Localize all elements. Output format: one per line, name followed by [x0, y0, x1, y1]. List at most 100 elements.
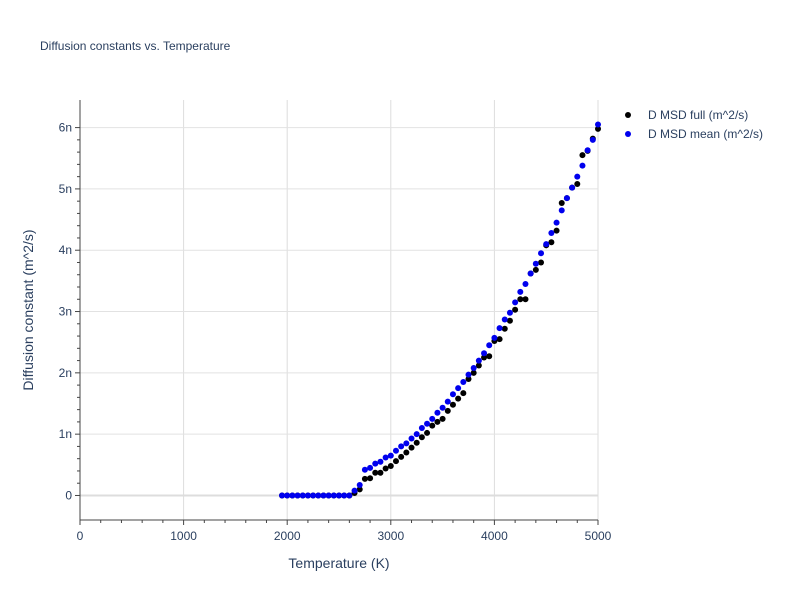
grid [80, 100, 599, 520]
point-series-0-30 [434, 418, 441, 425]
point-series-1-47 [522, 280, 529, 287]
point-series-1-25 [408, 435, 415, 442]
x-tick-label-5: 5000 [585, 529, 612, 543]
point-series-1-56 [569, 184, 576, 191]
point-series-1-58 [579, 162, 586, 169]
point-series-0-18 [372, 469, 379, 476]
point-series-0-35 [460, 390, 467, 397]
series-1 [279, 121, 601, 499]
point-series-1-17 [367, 464, 374, 471]
point-series-0-16 [361, 475, 368, 482]
point-series-1-55 [563, 195, 570, 202]
point-series-1-30 [434, 409, 441, 416]
y-tick-label-5: 5n [59, 182, 72, 196]
y-tick-label-6: 6n [59, 121, 72, 135]
legend[interactable]: D MSD full (m^2/s) D MSD mean (m^2/s) [625, 108, 763, 141]
point-series-0-19 [377, 469, 384, 476]
point-series-0-24 [403, 449, 410, 456]
y-tick-label-4: 4n [59, 243, 72, 257]
point-series-1-0 [279, 492, 286, 499]
point-series-0-43 [501, 325, 508, 332]
point-series-1-60 [589, 136, 596, 143]
legend-item-0[interactable]: D MSD full (m^2/s) [625, 108, 748, 122]
point-series-0-61 [595, 125, 601, 132]
point-series-1-37 [470, 364, 477, 371]
point-series-1-21 [387, 452, 394, 459]
point-series-1-53 [553, 219, 560, 226]
point-series-0-27 [418, 434, 425, 441]
point-series-1-6 [310, 492, 317, 499]
point-series-0-23 [398, 453, 405, 460]
point-series-0-58 [579, 152, 586, 159]
point-series-0-36 [465, 375, 472, 382]
point-series-0-17 [367, 475, 374, 482]
point-series-1-23 [398, 443, 405, 450]
point-series-1-49 [532, 260, 539, 267]
point-series-1-34 [455, 385, 462, 392]
point-series-0-38 [475, 362, 482, 369]
point-series-1-20 [382, 454, 389, 461]
point-series-0-32 [444, 407, 451, 414]
point-series-1-59 [584, 147, 591, 154]
point-series-1-42 [496, 325, 503, 332]
point-series-1-40 [486, 342, 493, 349]
point-series-1-1 [284, 492, 291, 499]
point-series-1-33 [449, 391, 456, 398]
y-tick-label-0: 0 [65, 488, 72, 502]
data-points [279, 121, 601, 499]
point-series-1-39 [481, 350, 488, 357]
point-series-1-38 [475, 357, 482, 364]
point-series-1-3 [294, 492, 301, 499]
point-series-0-54 [558, 200, 565, 207]
point-series-1-45 [512, 299, 519, 306]
point-series-0-25 [408, 444, 415, 451]
point-series-0-26 [413, 439, 420, 446]
point-series-1-9 [325, 492, 332, 499]
point-series-0-52 [548, 239, 555, 246]
point-series-0-29 [429, 422, 436, 429]
point-series-0-40 [486, 353, 493, 360]
point-series-1-16 [361, 466, 368, 473]
x-tick-labels: 0 1000 2000 3000 4000 5000 [77, 529, 612, 543]
point-series-1-24 [403, 440, 410, 447]
point-series-1-41 [491, 334, 498, 341]
point-series-0-49 [532, 266, 539, 273]
point-series-1-44 [506, 309, 513, 316]
point-series-0-45 [512, 306, 519, 313]
legend-label-0: D MSD full (m^2/s) [648, 108, 748, 122]
point-series-1-15 [356, 482, 363, 489]
point-series-1-46 [517, 288, 524, 295]
point-series-1-61 [595, 121, 601, 128]
point-series-0-33 [449, 401, 456, 408]
point-series-1-48 [527, 270, 534, 277]
point-series-0-20 [382, 465, 389, 472]
point-series-0-57 [574, 181, 581, 187]
point-series-1-12 [341, 492, 348, 499]
legend-item-1[interactable]: D MSD mean (m^2/s) [625, 127, 763, 141]
y-tick-label-1: 1n [59, 427, 72, 441]
point-series-0-44 [506, 317, 513, 324]
y-tick-label-3: 3n [59, 305, 72, 319]
point-series-1-2 [289, 492, 296, 499]
axes [75, 100, 599, 525]
point-series-1-52 [548, 230, 555, 237]
legend-marker-1 [625, 131, 631, 137]
point-series-0-46 [517, 296, 524, 303]
point-series-0-37 [470, 369, 477, 376]
point-series-1-57 [574, 173, 581, 180]
y-axis-title: Diffusion constant (m^2/s) [20, 229, 36, 390]
series-0 [279, 125, 601, 499]
point-series-1-51 [543, 241, 550, 248]
point-series-0-31 [439, 415, 446, 422]
legend-label-1: D MSD mean (m^2/s) [648, 127, 763, 141]
point-series-0-50 [538, 259, 545, 266]
point-series-0-28 [424, 429, 431, 436]
point-series-1-22 [392, 447, 399, 454]
point-series-1-4 [299, 492, 306, 499]
x-axis-title: Temperature (K) [288, 555, 389, 571]
point-series-1-8 [320, 492, 327, 499]
point-series-0-39 [481, 354, 488, 361]
point-series-0-15 [356, 486, 363, 493]
point-series-1-5 [304, 492, 311, 499]
